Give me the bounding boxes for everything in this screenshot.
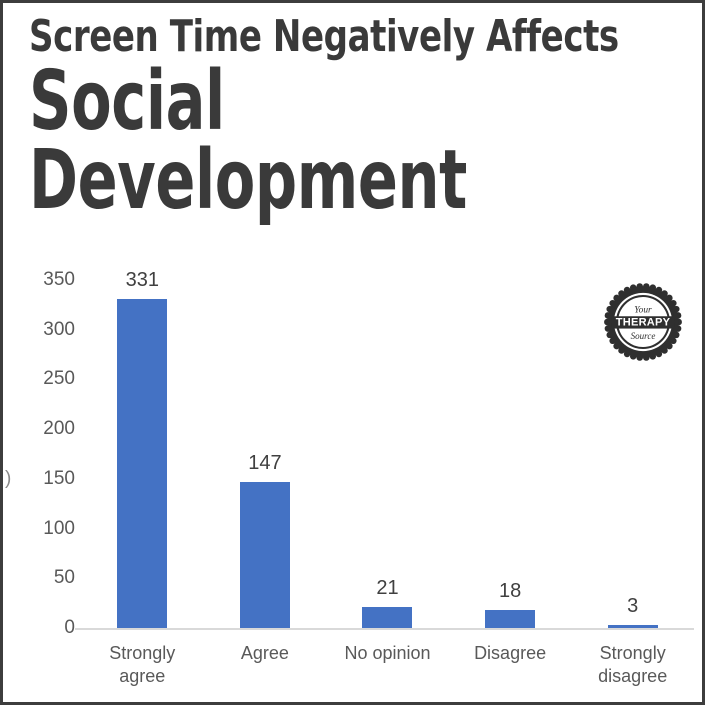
- bar-value-label: 331: [125, 268, 159, 291]
- x-axis-line: [75, 628, 694, 630]
- y-axis-tick-label: 0: [64, 617, 75, 638]
- y-axis-tick-label: 300: [43, 318, 75, 340]
- title-line-1: Screen Time Negatively Affects: [29, 11, 619, 62]
- x-axis-category-label: Agree: [200, 642, 330, 665]
- bar-chart: 0 50 100 150 200 250 300 350 ) 331 Strongly agree…: [3, 253, 702, 702]
- bar-group: 3 Strongly disagree: [571, 253, 694, 702]
- x-axis-category-line: Strongly: [599, 643, 666, 663]
- badge-main-text: THERAPY: [616, 317, 671, 329]
- badge-top-text: Your: [634, 306, 652, 316]
- cropped-axis-title-fragment: ): [5, 467, 12, 489]
- x-axis-category-label: Disagree: [445, 642, 575, 665]
- x-axis-category-line: Agree: [240, 643, 289, 663]
- bar-value-label: 18: [498, 580, 522, 603]
- bar[interactable]: [239, 481, 290, 628]
- bar-value-label: 21: [376, 577, 399, 600]
- x-axis-category-line: Strongly: [109, 643, 176, 663]
- bar[interactable]: [362, 607, 413, 628]
- your-therapy-source-badge: THERAPY Your Source: [602, 281, 684, 363]
- x-axis-category-label: Strongly agree: [77, 642, 207, 688]
- x-axis-category-line: Disagree: [474, 643, 547, 663]
- title-line-3: Development: [29, 133, 467, 228]
- x-axis-category-label: No opinion: [322, 642, 452, 665]
- badge-bottom-text: Source: [631, 331, 656, 341]
- y-axis-tick-label: 250: [43, 368, 75, 390]
- bar-group: 18 Disagree: [449, 253, 572, 702]
- y-axis-tick-label: 50: [53, 567, 75, 589]
- plot-area: 331 Strongly agree 147 Agree 21 No opinion 18 Di…: [75, 253, 694, 702]
- y-axis-tick-label: 100: [43, 517, 75, 539]
- bar-value-label: 147: [248, 451, 282, 474]
- y-axis-tick-label: 200: [43, 418, 75, 440]
- y-axis-tick-label: 350: [43, 269, 75, 290]
- bar[interactable]: [607, 625, 658, 628]
- x-axis-category-line: disagree: [598, 666, 668, 686]
- bar[interactable]: [485, 610, 536, 628]
- bar-group: 147 Agree: [204, 253, 327, 702]
- x-axis-category-label: Strongly disagree: [568, 642, 698, 688]
- y-axis: 0 50 100 150 200 250 300 350: [3, 253, 75, 702]
- page-title: Screen Time Negatively Affects Social De…: [29, 11, 689, 228]
- bar-group: 331 Strongly agree: [81, 253, 204, 702]
- title-line-2: Social: [29, 54, 225, 149]
- x-axis-category-line: agree: [119, 666, 166, 686]
- bar[interactable]: [117, 298, 168, 628]
- y-axis-tick-label: 150: [43, 467, 75, 489]
- bar-value-label: 3: [627, 595, 639, 618]
- bar-group: 21 No opinion: [326, 253, 449, 702]
- x-axis-category-line: No opinion: [344, 643, 431, 663]
